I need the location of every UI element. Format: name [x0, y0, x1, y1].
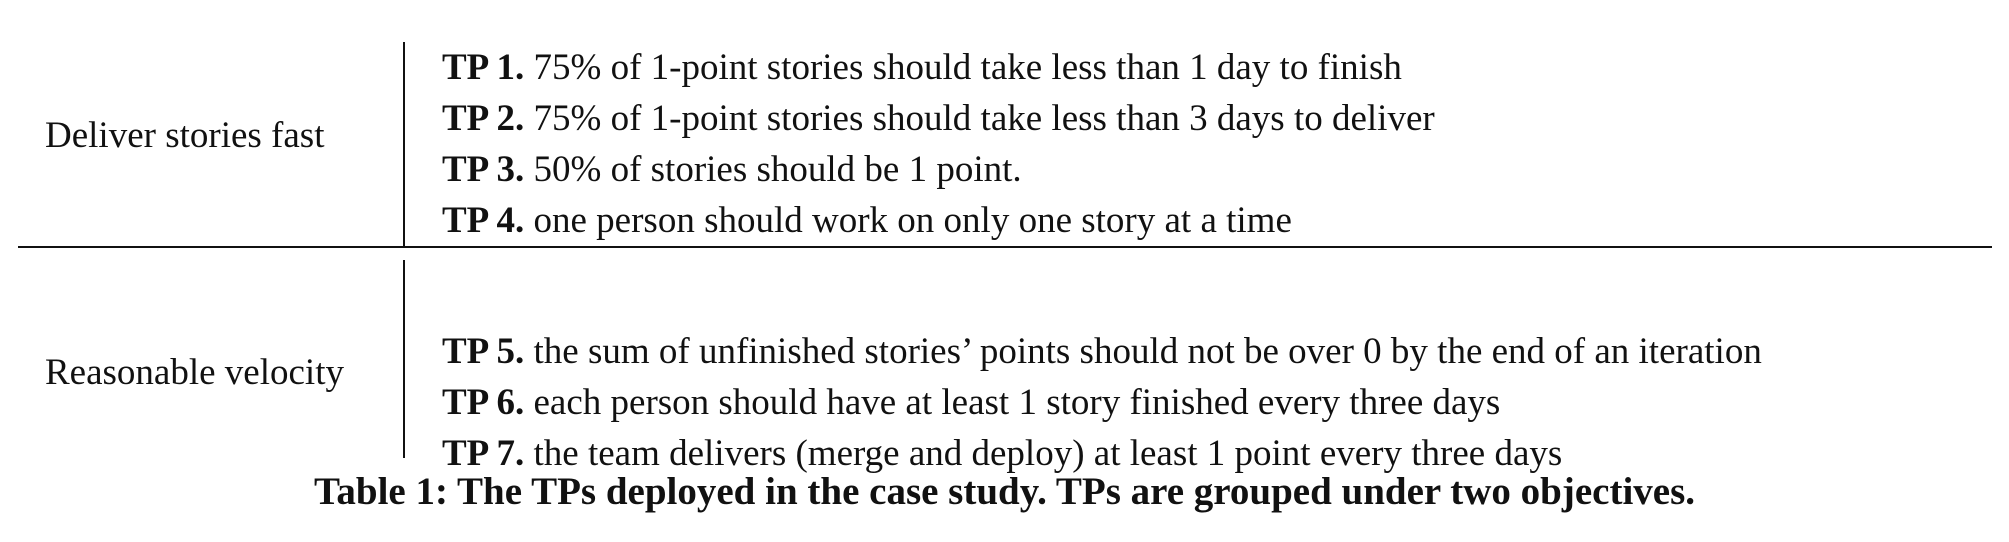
column-divider — [403, 42, 405, 248]
tp-item-3: TP 3. 50% of stories should be 1 point. — [442, 144, 1992, 195]
tp-text: 50% of stories should be 1 point. — [524, 149, 1022, 190]
tp-item-7: TP 7. the team delivers (merge and deplo… — [442, 428, 1992, 479]
column-divider — [403, 260, 405, 458]
tp-label: TP 5. — [442, 331, 525, 372]
tp-label: TP 4. — [442, 200, 525, 241]
table-caption: Table 1: The TPs deployed in the case st… — [313, 470, 1696, 513]
tp-list: TP 5. the sum of unfinished stories’ poi… — [404, 248, 1992, 474]
tp-item-5: TP 5. the sum of unfinished stories’ poi… — [442, 326, 1992, 377]
tp-table: Deliver stories fast TP 1. 75% of 1-poin… — [18, 36, 1992, 474]
tp-label: TP 2. — [442, 98, 525, 139]
tp-label: TP 1. — [442, 47, 525, 88]
tp-text: 75% of 1-point stories should take less … — [524, 47, 1402, 88]
tp-item-2: TP 2. 75% of 1-point stories should take… — [442, 93, 1992, 144]
tp-label: TP 7. — [442, 433, 525, 474]
tp-list: TP 1. 75% of 1-point stories should take… — [404, 36, 1992, 246]
tp-label: TP 6. — [442, 382, 525, 423]
tp-text: the team delivers (merge and deploy) at … — [524, 433, 1563, 474]
objective-group-reasonable-velocity: Reasonable velocity TP 5. the sum of unf… — [18, 248, 1992, 474]
objective-label: Deliver stories fast — [45, 114, 325, 156]
tp-item-4: TP 4. one person should work on only one… — [442, 195, 1992, 246]
group-separator-rule — [18, 246, 1992, 248]
objective-group-deliver-stories-fast: Deliver stories fast TP 1. 75% of 1-poin… — [18, 36, 1992, 248]
tp-item-1: TP 1. 75% of 1-point stories should take… — [442, 42, 1992, 93]
tp-label: TP 3. — [442, 149, 525, 190]
objective-label: Reasonable velocity — [45, 352, 344, 393]
tp-text: each person should have at least 1 story… — [524, 382, 1501, 423]
tp-item-6: TP 6. each person should have at least 1… — [442, 377, 1992, 428]
tp-text: one person should work on only one story… — [524, 200, 1292, 241]
tp-text: the sum of unfinished stories’ points sh… — [524, 331, 1762, 372]
tp-text: 75% of 1-point stories should take less … — [524, 98, 1435, 139]
